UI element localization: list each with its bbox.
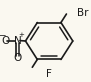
Text: O: O [14,53,22,63]
Text: −: − [0,30,6,39]
Text: N: N [14,36,22,46]
Text: O: O [1,36,9,46]
Text: +: + [18,32,24,38]
Text: F: F [46,69,52,79]
Text: Br: Br [77,8,88,18]
